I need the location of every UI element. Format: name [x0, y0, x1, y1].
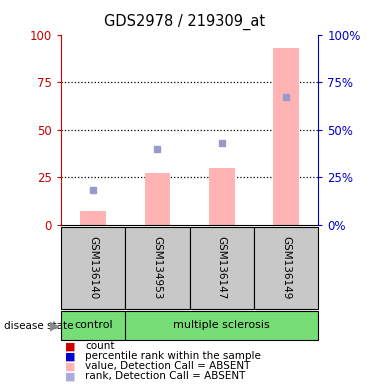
Text: value, Detection Call = ABSENT: value, Detection Call = ABSENT [85, 361, 250, 371]
Text: ■: ■ [65, 361, 75, 371]
Text: ▶: ▶ [50, 319, 60, 332]
Text: ■: ■ [65, 371, 75, 381]
Text: control: control [74, 320, 112, 331]
Text: rank, Detection Call = ABSENT: rank, Detection Call = ABSENT [85, 371, 245, 381]
Bar [61, 227, 125, 309]
Bar [209, 168, 235, 225]
Text: GSM136140: GSM136140 [88, 236, 98, 300]
Bar [273, 48, 299, 225]
Bar [80, 211, 106, 225]
Text: percentile rank within the sample: percentile rank within the sample [85, 351, 261, 361]
Text: multiple sclerosis: multiple sclerosis [174, 320, 270, 331]
Text: disease state: disease state [4, 321, 73, 331]
Text: GSM134953: GSM134953 [152, 236, 162, 300]
Text: GDS2978 / 219309_at: GDS2978 / 219309_at [104, 13, 266, 30]
Bar [190, 227, 254, 309]
Bar [145, 173, 170, 225]
Bar [125, 227, 190, 309]
Text: ■: ■ [65, 351, 75, 361]
Text: count: count [85, 341, 115, 351]
Bar [254, 227, 318, 309]
Text: GSM136149: GSM136149 [281, 236, 291, 300]
Text: ■: ■ [65, 341, 75, 351]
Text: GSM136147: GSM136147 [217, 236, 227, 300]
